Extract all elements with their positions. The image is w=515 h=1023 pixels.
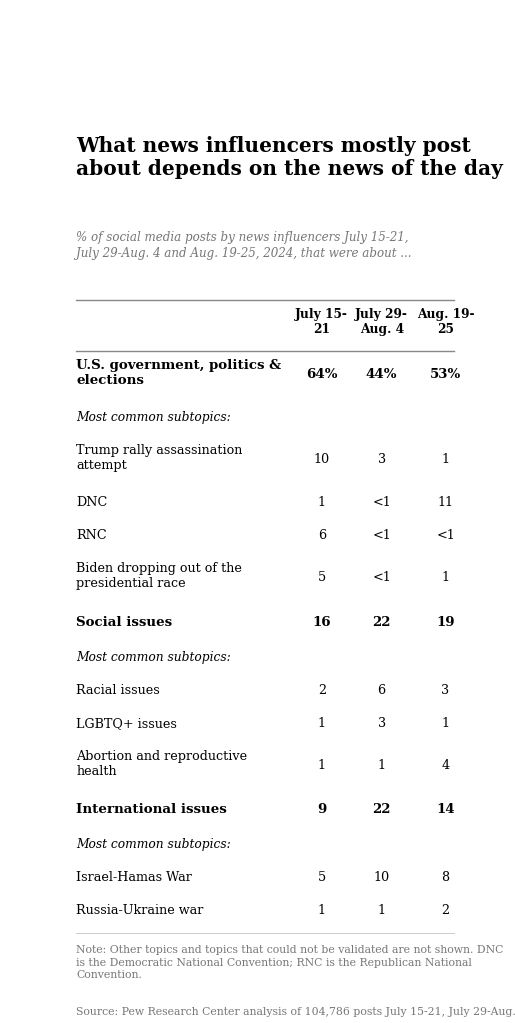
Text: 1: 1 [318, 496, 326, 509]
Text: 3: 3 [377, 453, 386, 466]
Text: 6: 6 [377, 683, 386, 697]
Text: 1: 1 [318, 759, 326, 771]
Text: Most common subtopics:: Most common subtopics: [76, 838, 231, 851]
Text: RNC: RNC [76, 529, 107, 542]
Text: 10: 10 [314, 453, 330, 466]
Text: 1: 1 [441, 717, 450, 729]
Text: Aug. 19-
25: Aug. 19- 25 [417, 308, 474, 336]
Text: 1: 1 [318, 717, 326, 729]
Text: U.S. government, politics &
elections: U.S. government, politics & elections [76, 359, 282, 387]
Text: Note: Other topics and topics that could not be validated are not shown. DNC is : Note: Other topics and topics that could… [76, 945, 504, 980]
Text: 44%: 44% [366, 368, 398, 382]
Text: 10: 10 [373, 872, 390, 884]
Text: 14: 14 [436, 803, 455, 816]
Text: Trump rally assassination
attempt: Trump rally assassination attempt [76, 444, 243, 473]
Text: Racial issues: Racial issues [76, 683, 160, 697]
Text: 22: 22 [372, 616, 391, 629]
Text: Source: Pew Research Center analysis of 104,786 posts July 15-21, July 29-Aug. 4: Source: Pew Research Center analysis of … [76, 1007, 515, 1017]
Text: 2: 2 [441, 904, 450, 918]
Text: 9: 9 [317, 803, 327, 816]
Text: 16: 16 [313, 616, 331, 629]
Text: 5: 5 [318, 572, 326, 584]
Text: 1: 1 [318, 904, 326, 918]
Text: 11: 11 [438, 496, 454, 509]
Text: 3: 3 [441, 683, 450, 697]
Text: 1: 1 [377, 904, 386, 918]
Text: Most common subtopics:: Most common subtopics: [76, 651, 231, 664]
Text: 53%: 53% [430, 368, 461, 382]
Text: Social issues: Social issues [76, 616, 173, 629]
Text: 6: 6 [318, 529, 326, 542]
Text: Russia-Ukraine war: Russia-Ukraine war [76, 904, 204, 918]
Text: 8: 8 [441, 872, 450, 884]
Text: <1: <1 [372, 529, 391, 542]
Text: 3: 3 [377, 717, 386, 729]
Text: July 29-
Aug. 4: July 29- Aug. 4 [355, 308, 408, 336]
Text: 19: 19 [436, 616, 455, 629]
Text: Biden dropping out of the
presidential race: Biden dropping out of the presidential r… [76, 563, 242, 590]
Text: <1: <1 [372, 572, 391, 584]
Text: What news influencers mostly post
about depends on the news of the day: What news influencers mostly post about … [76, 136, 503, 179]
Text: Israel-Hamas War: Israel-Hamas War [76, 872, 192, 884]
Text: International issues: International issues [76, 803, 227, 816]
Text: % of social media posts by news influencers July 15-21,
July 29-Aug. 4 and Aug. : % of social media posts by news influenc… [76, 230, 412, 260]
Text: 1: 1 [441, 572, 450, 584]
Text: 4: 4 [441, 759, 450, 771]
Text: Most common subtopics:: Most common subtopics: [76, 411, 231, 425]
Text: 64%: 64% [306, 368, 337, 382]
Text: 22: 22 [372, 803, 391, 816]
Text: LGBTQ+ issues: LGBTQ+ issues [76, 717, 177, 729]
Text: 1: 1 [377, 759, 386, 771]
Text: 1: 1 [441, 453, 450, 466]
Text: 5: 5 [318, 872, 326, 884]
Text: Abortion and reproductive
health: Abortion and reproductive health [76, 750, 248, 777]
Text: <1: <1 [436, 529, 455, 542]
Text: <1: <1 [372, 496, 391, 509]
Text: DNC: DNC [76, 496, 108, 509]
Text: 2: 2 [318, 683, 326, 697]
Text: July 15-
21: July 15- 21 [296, 308, 348, 336]
